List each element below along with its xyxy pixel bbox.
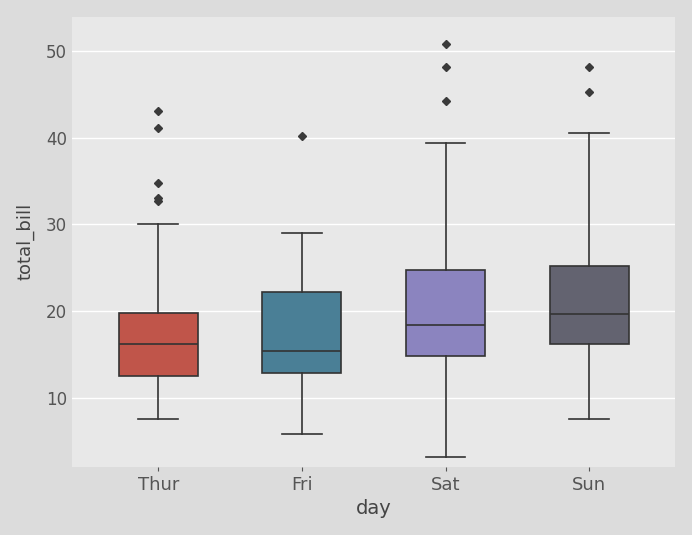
PathPatch shape	[406, 270, 485, 356]
X-axis label: day: day	[356, 499, 392, 518]
Y-axis label: total_bill: total_bill	[17, 203, 35, 280]
PathPatch shape	[119, 312, 198, 376]
PathPatch shape	[262, 293, 341, 372]
PathPatch shape	[549, 266, 628, 344]
